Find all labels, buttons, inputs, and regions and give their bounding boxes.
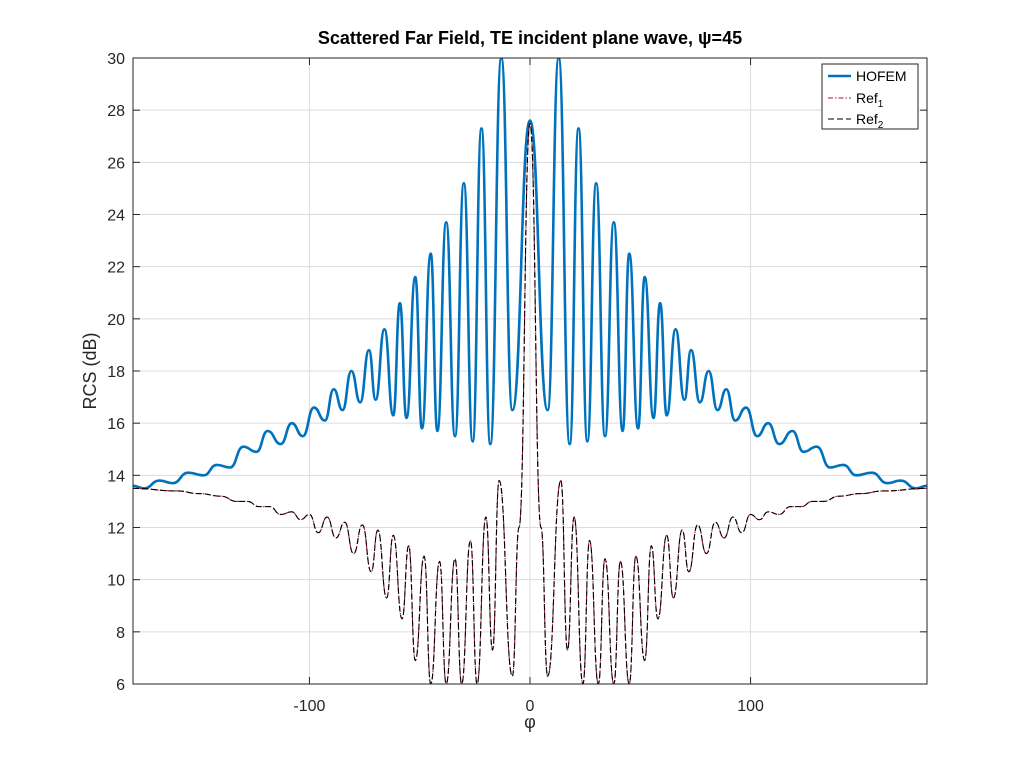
- series-line-hofem: [133, 58, 927, 490]
- y-tick-label: 28: [107, 103, 125, 120]
- y-tick-label: 26: [107, 155, 125, 172]
- y-tick-label: 10: [107, 573, 125, 590]
- y-tick-label: 6: [116, 677, 125, 694]
- x-tick-label: 0: [526, 698, 535, 715]
- legend-ref2-subscript: 2: [878, 120, 884, 131]
- y-tick-label: 22: [107, 260, 125, 277]
- legend-ref2-text: Ref: [856, 111, 878, 127]
- legend-label-ref1: Ref1: [856, 90, 884, 110]
- y-tick-label: 12: [107, 521, 125, 538]
- x-tick-label: -100: [293, 698, 325, 715]
- legend: HOFEM Ref1 Ref2: [821, 63, 919, 131]
- series-layer: [133, 58, 927, 684]
- legend-ref1-text: Ref: [856, 90, 878, 106]
- y-tick-label: 18: [107, 364, 125, 381]
- y-tick-label: 8: [116, 625, 125, 642]
- chart-title: Scattered Far Field, TE incident plane w…: [318, 28, 742, 48]
- y-axis-label: RCS (dB): [80, 332, 100, 409]
- x-axis-label: φ: [524, 712, 536, 732]
- legend-ref1-subscript: 1: [878, 99, 884, 110]
- y-tick-label: 30: [107, 51, 125, 68]
- y-tick-label: 24: [107, 208, 125, 225]
- legend-box: [821, 63, 919, 130]
- legend-label-hofem: HOFEM: [856, 68, 907, 84]
- legend-label-ref2: Ref2: [856, 111, 884, 131]
- series-line-ref2: [133, 122, 927, 684]
- y-tick-label: 14: [107, 468, 125, 485]
- x-tick-label: 100: [737, 698, 764, 715]
- y-tick-label: 16: [107, 416, 125, 433]
- y-tick-label: 20: [107, 312, 125, 329]
